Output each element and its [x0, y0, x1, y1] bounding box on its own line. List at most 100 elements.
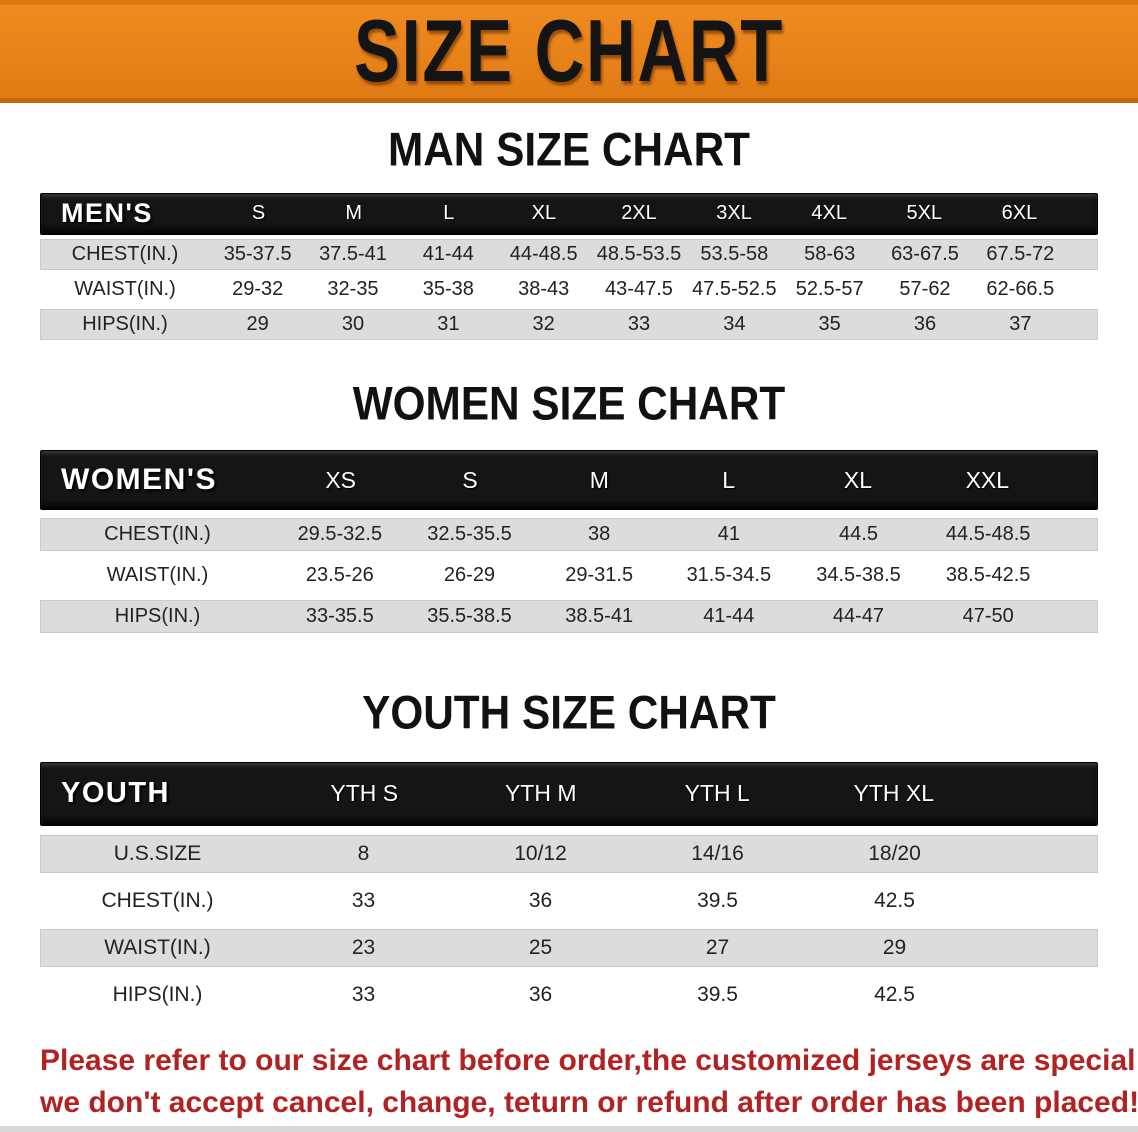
column-header: YTH XL — [853, 780, 935, 807]
size-cell: 29-31.5 — [565, 564, 634, 587]
section-heading: MAN SIZE CHART — [387, 122, 751, 176]
size-cell: 43-47.5 — [605, 277, 673, 300]
size-cell: 52.5-57 — [795, 277, 864, 300]
size-cell: 38.5-41 — [565, 605, 634, 628]
size-cell: 37.5-41 — [319, 242, 387, 265]
column-header: XS — [325, 466, 356, 493]
row-label: WAIST(IN.) — [74, 277, 176, 300]
column-header: YTH L — [684, 780, 750, 807]
size-cell: 29-32 — [232, 277, 284, 300]
column-header: XXL — [965, 466, 1010, 493]
table-header-row: YOUTH YTH S YTH M YTH L YTH XL — [40, 761, 1098, 826]
section-heading: WOMEN SIZE CHART — [352, 376, 786, 430]
size-cell: 33-35.5 — [305, 605, 374, 628]
size-section: WOMEN SIZE CHART WOMEN'S XS S M L XL XXL CHEST… — [0, 376, 1138, 634]
section-heading: YOUTH SIZE CHART — [362, 685, 776, 739]
size-cell: 47.5-52.5 — [692, 277, 777, 300]
size-cell: 62-66.5 — [986, 277, 1055, 300]
size-cell: 10/12 — [514, 841, 567, 865]
size-cell: 44.5-48.5 — [945, 523, 1031, 546]
size-cell: 44-48.5 — [509, 242, 578, 265]
size-cell: 26-29 — [443, 564, 496, 587]
table-row: WAIST(IN.) 29-32 32-35 35-38 38-43 43-47.5 47.… — [40, 273, 1098, 305]
size-section: YOUTH SIZE CHART YOUTH YTH S YTH M YTH L YTH… — [0, 687, 1138, 1014]
size-cell: 37 — [1009, 312, 1032, 335]
table-row: CHEST(IN.) 35-37.5 37.5-41 41-44 44-48.5 48.5… — [40, 238, 1098, 270]
size-cell: 58-63 — [804, 242, 856, 265]
table-title-cell: YOUTH — [61, 777, 170, 810]
row-label: HIPS(IN.) — [114, 605, 201, 628]
bottom-strip — [0, 1126, 1138, 1132]
table-body: CHEST(IN.) 29.5-32.5 32.5-35.5 38 41 44.5 44.5… — [40, 518, 1098, 634]
table-row: HIPS(IN.) 33 36 39.5 42.5 — [40, 975, 1098, 1014]
size-cell: 35-38 — [422, 277, 474, 300]
row-label: U.S.SIZE — [113, 841, 202, 865]
row-label: CHEST(IN.) — [71, 242, 179, 265]
row-label: WAIST(IN.) — [104, 935, 211, 959]
banner-title: SIZE CHART — [353, 1, 785, 101]
size-cell: 25 — [528, 935, 553, 959]
column-header: 2XL — [621, 202, 657, 225]
footnote: Please refer to our size chart before or… — [40, 1040, 1138, 1124]
table-body: U.S.SIZE 8 10/12 14/16 18/20 CHEST(IN.) 33 36 39… — [40, 834, 1098, 1014]
size-cell: 63-67.5 — [891, 242, 959, 265]
column-header: S — [251, 202, 266, 225]
size-cell: 57-62 — [899, 277, 951, 300]
column-header: L — [722, 466, 736, 493]
column-header: XL — [531, 202, 557, 225]
size-cell: 35 — [818, 312, 841, 335]
size-cell: 30 — [341, 312, 365, 335]
size-cell: 48.5-53.5 — [596, 242, 682, 265]
column-header: S — [462, 466, 478, 493]
column-header: M — [589, 466, 609, 493]
table-row: WAIST(IN.) 23.5-26 26-29 29-31.5 31.5-34.5 34… — [40, 559, 1098, 593]
table-row: HIPS(IN.) 29 30 31 32 33 34 35 36 37 — [40, 308, 1098, 340]
size-cell: 34.5-38.5 — [816, 564, 901, 587]
table-row: CHEST(IN.) 33 36 39.5 42.5 — [40, 881, 1098, 920]
size-cell: 32-35 — [327, 277, 379, 300]
row-label: HIPS(IN.) — [82, 312, 168, 335]
size-cell: 44-47 — [832, 605, 885, 628]
size-table: MEN'S S M L XL 2XL 3XL 4XL 5XL 6XL CHEST(IN.) 35-3… — [40, 192, 1098, 340]
size-cell: 36 — [528, 982, 553, 1006]
size-cell: 39.5 — [697, 888, 738, 912]
size-cell: 33 — [351, 982, 376, 1006]
table-row: WAIST(IN.) 23 25 27 29 — [40, 928, 1098, 967]
size-cell: 27 — [705, 935, 730, 959]
size-cell: 14/16 — [691, 841, 744, 865]
size-cell: 23 — [351, 935, 376, 959]
size-cell: 31.5-34.5 — [686, 564, 772, 587]
size-cell: 33 — [351, 888, 376, 912]
size-cell: 32 — [532, 312, 555, 335]
size-cell: 29 — [882, 935, 907, 959]
size-cell: 38-43 — [518, 277, 570, 300]
footnote-line-2: we don't accept cancel, change, teturn o… — [40, 1085, 1138, 1119]
column-header: 3XL — [716, 202, 752, 225]
size-cell: 23.5-26 — [305, 564, 374, 587]
column-header: 5XL — [906, 202, 943, 225]
size-cell: 36 — [528, 888, 553, 912]
row-label: HIPS(IN.) — [112, 982, 203, 1006]
size-cell: 32.5-35.5 — [427, 523, 512, 546]
size-cell: 29 — [246, 312, 269, 335]
size-cell: 38.5-42.5 — [945, 564, 1031, 587]
table-title-cell: WOMEN'S — [61, 463, 217, 497]
size-cell: 42.5 — [874, 982, 915, 1006]
size-table: YOUTH YTH S YTH M YTH L YTH XL U.S.SIZE 8 10/1… — [40, 761, 1098, 1014]
size-cell: 31 — [437, 312, 460, 335]
size-cell: 8 — [357, 841, 370, 865]
column-header: 4XL — [811, 202, 847, 225]
size-cell: 35-37.5 — [223, 242, 292, 265]
size-cell: 33 — [627, 312, 651, 335]
size-cell: 36 — [913, 312, 937, 335]
column-header: YTH S — [330, 780, 399, 807]
column-header: XL — [843, 466, 873, 493]
table-header-row: WOMEN'S XS S M L XL XXL — [40, 450, 1098, 511]
size-cell: 41-44 — [422, 242, 474, 265]
footnote-line-1: Please refer to our size chart before or… — [40, 1043, 1138, 1077]
size-cell: 34 — [723, 312, 746, 335]
table-row: HIPS(IN.) 33-35.5 35.5-38.5 38.5-41 41-44 44-… — [40, 600, 1098, 634]
size-sections: MAN SIZE CHART MEN'S S M L XL 2XL 3XL 4XL 5XL 6XL… — [0, 122, 1138, 1014]
column-header: L — [443, 202, 455, 225]
size-cell: 44.5 — [839, 523, 878, 546]
